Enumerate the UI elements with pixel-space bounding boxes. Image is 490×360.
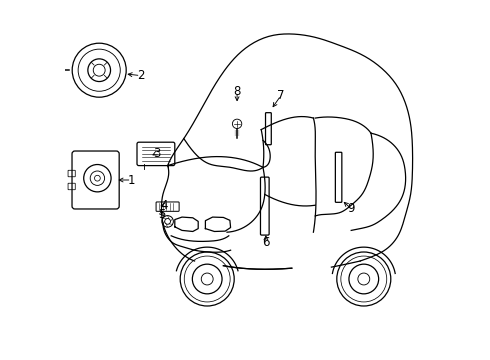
Text: 3: 3 [153, 147, 161, 159]
Text: 9: 9 [347, 202, 355, 215]
Text: 5: 5 [158, 208, 166, 221]
Text: 4: 4 [160, 199, 168, 212]
Text: 8: 8 [233, 85, 241, 98]
Text: 7: 7 [277, 89, 285, 102]
Text: 2: 2 [137, 69, 145, 82]
Text: 6: 6 [262, 237, 270, 249]
Text: 1: 1 [128, 174, 135, 186]
